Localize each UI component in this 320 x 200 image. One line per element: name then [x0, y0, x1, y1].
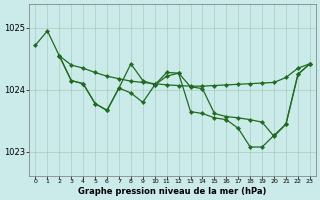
X-axis label: Graphe pression niveau de la mer (hPa): Graphe pression niveau de la mer (hPa) — [78, 187, 267, 196]
